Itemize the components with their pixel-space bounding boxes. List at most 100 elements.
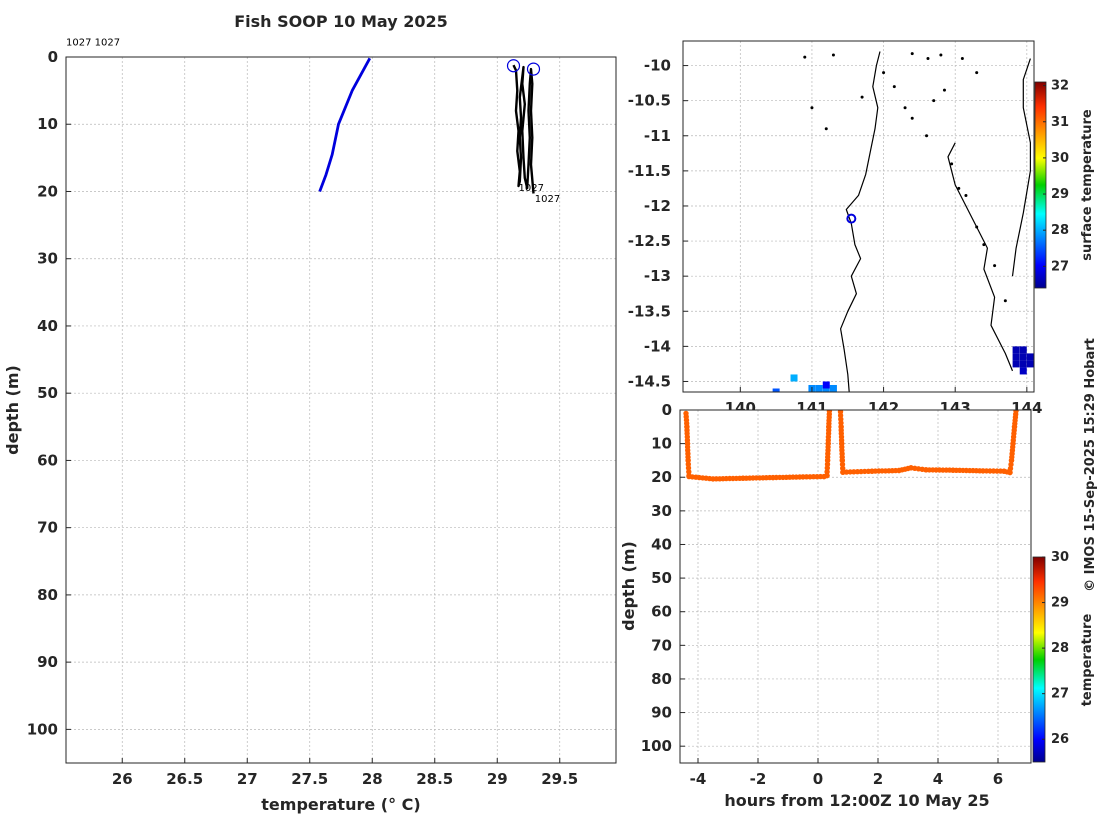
map-island bbox=[882, 71, 886, 75]
map-sst-pixel bbox=[790, 374, 798, 382]
timeseries-y-tick-label: 70 bbox=[651, 636, 672, 654]
map-coastline-far bbox=[1011, 58, 1032, 277]
timeseries-point bbox=[839, 461, 846, 468]
map-island bbox=[957, 186, 961, 190]
timeseries-point bbox=[839, 457, 845, 464]
profile-axes-box bbox=[65, 56, 617, 764]
profile-x-tick-label: 29.5 bbox=[541, 770, 578, 788]
timeseries-y-tick-label: 90 bbox=[651, 704, 672, 722]
profile-y-tick-label: 30 bbox=[37, 250, 58, 268]
timeseries-y-tick-label: 100 bbox=[641, 737, 672, 755]
profile-y-axis-label: depth (m) bbox=[3, 365, 22, 455]
map-island bbox=[831, 53, 835, 57]
timeseries-y-tick-label: 80 bbox=[651, 670, 672, 688]
map-y-tick-label: -11 bbox=[644, 127, 671, 145]
map-island bbox=[975, 71, 979, 75]
map-island bbox=[950, 162, 954, 166]
map-island bbox=[939, 53, 943, 57]
profile-y-tick-label: 20 bbox=[37, 182, 58, 200]
timeseries-colorbar-label: temperature bbox=[1080, 614, 1095, 707]
map-island bbox=[964, 193, 968, 197]
timeseries-point bbox=[1007, 469, 1013, 476]
timeseries-y-tick-label: 50 bbox=[651, 569, 672, 587]
map-y-tick-label: -14 bbox=[644, 337, 671, 355]
map-colorbar-tick-label: 28 bbox=[1051, 223, 1069, 238]
profile-y-tick-label: 80 bbox=[37, 586, 58, 604]
map-sst-pixel bbox=[1012, 353, 1020, 361]
timeseries-colorbar-tick-label: 28 bbox=[1051, 641, 1069, 656]
timeseries-point bbox=[824, 472, 830, 479]
timeseries-colorbar-tick-label: 26 bbox=[1051, 732, 1069, 747]
timeseries-y-tick-label: 20 bbox=[651, 468, 672, 486]
timeseries-y-tick-label: 10 bbox=[651, 435, 672, 453]
timeseries-x-axis-label: hours from 12:00Z 10 May 25 bbox=[724, 791, 989, 810]
map-island bbox=[803, 55, 807, 59]
map-colorbar-label: surface temperature bbox=[1080, 109, 1095, 261]
map-island bbox=[892, 85, 896, 89]
timeseries-colorbar-tick-label: 27 bbox=[1051, 687, 1069, 702]
map-colorbar bbox=[1034, 81, 1047, 289]
map-sst-pixel bbox=[1019, 367, 1027, 375]
timeseries-point bbox=[685, 457, 691, 464]
map-island bbox=[975, 225, 979, 229]
timeseries-y-tick-label: 30 bbox=[651, 502, 672, 520]
map-island bbox=[810, 106, 814, 110]
timeseries-y-axis-label: depth (m) bbox=[619, 541, 638, 631]
profile-start-marker bbox=[506, 59, 521, 73]
timeseries-y-tick-label: 40 bbox=[651, 535, 672, 553]
profile-panel: 26 26.5 27 27.5 28 28.5 29 29.5 0 10 20 30 40 50 60 70 8… bbox=[3, 38, 617, 814]
map-sst-pixel bbox=[1012, 360, 1020, 368]
timeseries-x-tick-label: 6 bbox=[993, 770, 1003, 788]
profile-x-tick-label: 29 bbox=[487, 770, 508, 788]
map-island bbox=[824, 127, 828, 131]
timeseries-point bbox=[840, 465, 846, 471]
profile-x-tick-label: 28.5 bbox=[416, 770, 453, 788]
timeseries-point bbox=[1007, 465, 1014, 472]
timeseries-x-tick-label: 4 bbox=[933, 770, 943, 788]
profile-x-tick-label: 27.5 bbox=[291, 770, 328, 788]
map-island bbox=[860, 95, 864, 99]
map-island bbox=[982, 243, 986, 247]
map-island bbox=[993, 264, 997, 268]
map-colorbar-tick-label: 31 bbox=[1051, 115, 1069, 130]
profile-x-axis-label: temperature (° C) bbox=[261, 795, 420, 814]
map-island bbox=[942, 88, 946, 92]
profile-y-tick-label: 70 bbox=[37, 519, 58, 537]
credit-label: © IMOS 15-Sep-2025 15:29 Hobart bbox=[1083, 338, 1098, 592]
map-sst-pixel bbox=[1019, 346, 1027, 354]
map-sst-pixel bbox=[1019, 360, 1027, 368]
timeseries-point bbox=[838, 420, 844, 426]
profile-start-marker bbox=[526, 62, 541, 76]
map-y-tick-label: -12 bbox=[644, 197, 671, 215]
map-y-tick-label: -11.5 bbox=[628, 162, 671, 180]
timeseries-point bbox=[826, 410, 833, 414]
timeseries-point bbox=[824, 469, 830, 475]
timeseries-point bbox=[685, 461, 691, 467]
map-sst-pixel bbox=[822, 381, 830, 389]
timeseries-y-tick-label: 60 bbox=[651, 603, 672, 621]
timeseries-x-tick-label: -4 bbox=[690, 770, 707, 788]
profile-series-line bbox=[318, 57, 372, 192]
map-sst-pixel bbox=[829, 384, 837, 392]
timeseries-axes-box bbox=[679, 409, 1032, 764]
timeseries-x-tick-label: 0 bbox=[813, 770, 823, 788]
profile-annotation: 1027 bbox=[535, 194, 560, 205]
timeseries-y-tick-label: 0 bbox=[662, 401, 672, 419]
timeseries-colorbar bbox=[1032, 556, 1046, 763]
profile-y-tick-label: 40 bbox=[37, 317, 58, 335]
map-colorbar-tick-label: 27 bbox=[1051, 259, 1069, 274]
map-island bbox=[1003, 299, 1007, 303]
map-sst-pixel bbox=[1019, 353, 1027, 361]
map-sst-pixel bbox=[815, 384, 823, 392]
map-y-tick-label: -12.5 bbox=[628, 232, 671, 250]
profile-series-line bbox=[512, 64, 535, 194]
map-sst-pixel bbox=[1026, 353, 1034, 361]
map-coastline-east bbox=[947, 142, 1014, 372]
timeseries-colorbar-tick-label: 30 bbox=[1051, 550, 1069, 565]
timeseries-point bbox=[1008, 461, 1014, 468]
timeseries-point bbox=[824, 465, 830, 471]
profile-y-tick-label: 60 bbox=[37, 451, 58, 469]
map-track-marker bbox=[846, 213, 857, 224]
